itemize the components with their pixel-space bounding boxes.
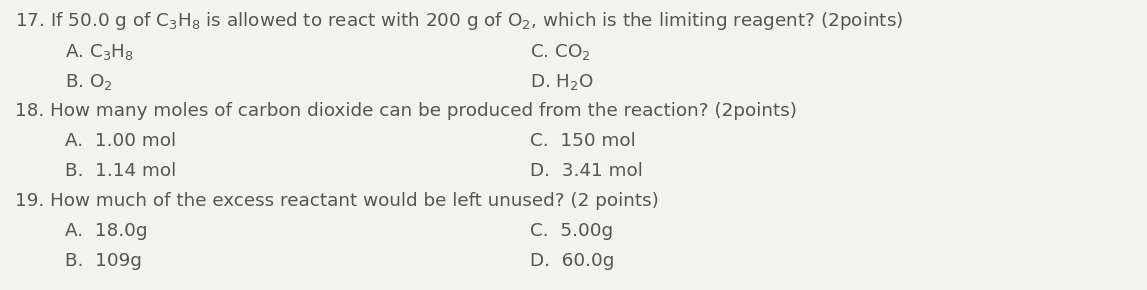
Text: A.  1.00 mol: A. 1.00 mol [65, 132, 177, 150]
Text: D.  3.41 mol: D. 3.41 mol [530, 162, 642, 180]
Text: C. $\mathregular{CO_2}$: C. $\mathregular{CO_2}$ [530, 42, 591, 62]
Text: C.  150 mol: C. 150 mol [530, 132, 635, 150]
Text: 19. How much of the excess reactant would be left unused? (2 points): 19. How much of the excess reactant woul… [15, 192, 658, 210]
Text: 17. If 50.0 g of $\mathregular{C_3H_8}$ is allowed to react with 200 g of $\math: 17. If 50.0 g of $\mathregular{C_3H_8}$ … [15, 10, 903, 32]
Text: B.  109g: B. 109g [65, 252, 142, 270]
Text: B.  1.14 mol: B. 1.14 mol [65, 162, 177, 180]
Text: 18. How many moles of carbon dioxide can be produced from the reaction? (2points: 18. How many moles of carbon dioxide can… [15, 102, 797, 120]
Text: A.  18.0g: A. 18.0g [65, 222, 148, 240]
Text: D.  60.0g: D. 60.0g [530, 252, 615, 270]
Text: D. $\mathregular{H_2O}$: D. $\mathregular{H_2O}$ [530, 72, 594, 92]
Text: B. $\mathregular{O_2}$: B. $\mathregular{O_2}$ [65, 72, 112, 92]
Text: A. $\mathregular{C_3H_8}$: A. $\mathregular{C_3H_8}$ [65, 42, 134, 62]
Text: C.  5.00g: C. 5.00g [530, 222, 614, 240]
